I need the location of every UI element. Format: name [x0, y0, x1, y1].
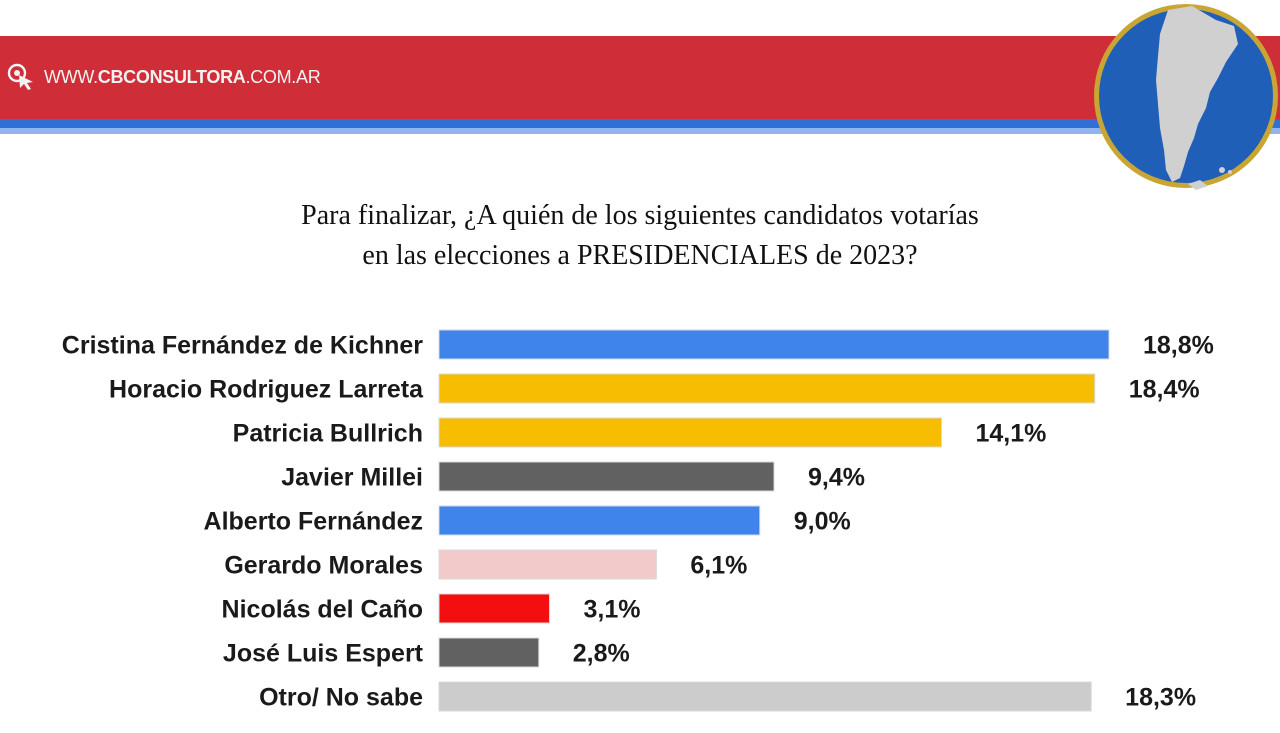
- value-label: 9,0%: [794, 508, 851, 536]
- argentina-map-icon: [1088, 0, 1280, 196]
- category-label: José Luis Espert: [223, 640, 424, 668]
- category-label: Javier Millei: [281, 464, 423, 492]
- site-url-brand: CBCONSULTORA: [97, 66, 246, 87]
- value-label: 14,1%: [976, 420, 1047, 448]
- value-label: 18,4%: [1129, 376, 1200, 404]
- brand[interactable]: WWW.CBCONSULTORA.COM.AR: [6, 62, 321, 92]
- bar: [438, 417, 942, 448]
- bar: [438, 329, 1110, 360]
- bar: [438, 549, 657, 580]
- chart-title: Para finalizar, ¿A quién de los siguient…: [140, 196, 1140, 276]
- category-label: Gerardo Morales: [224, 552, 423, 580]
- value-label: 6,1%: [690, 552, 747, 580]
- value-label: 18,3%: [1125, 684, 1196, 712]
- bar: [438, 593, 550, 624]
- category-label: Nicolás del Caño: [222, 596, 423, 624]
- category-label: Horacio Rodriguez Larreta: [109, 376, 424, 404]
- category-label: Cristina Fernández de Kichner: [62, 332, 423, 360]
- site-url-suffix: .COM.AR: [245, 66, 321, 87]
- value-label: 3,1%: [583, 596, 640, 624]
- category-label: Otro/ No sabe: [259, 684, 423, 712]
- site-url[interactable]: WWW.CBCONSULTORA.COM.AR: [44, 66, 321, 88]
- chart-title-line-1: Para finalizar, ¿A quién de los siguient…: [301, 200, 979, 231]
- bar: [438, 505, 761, 536]
- bar-chart: Cristina Fernández de Kichner 18,8% Horaci…: [62, 329, 1214, 712]
- category-label: Patricia Bullrich: [233, 420, 423, 448]
- header-stripe: [0, 119, 1280, 128]
- category-label: Alberto Fernández: [204, 508, 423, 536]
- header-stripe-light: [0, 128, 1280, 134]
- cursor-click-icon: [6, 62, 36, 92]
- bar: [438, 373, 1096, 404]
- bar: [438, 681, 1092, 712]
- bar: [438, 637, 540, 668]
- site-url-prefix: WWW.: [44, 66, 98, 87]
- bar: [438, 461, 775, 492]
- value-label: 2,8%: [573, 640, 630, 668]
- value-label: 18,8%: [1143, 332, 1214, 360]
- value-label: 9,4%: [808, 464, 865, 492]
- header-band: [0, 36, 1280, 120]
- chart-title-line-2: en las elecciones a PRESIDENCIALES de 20…: [362, 240, 918, 271]
